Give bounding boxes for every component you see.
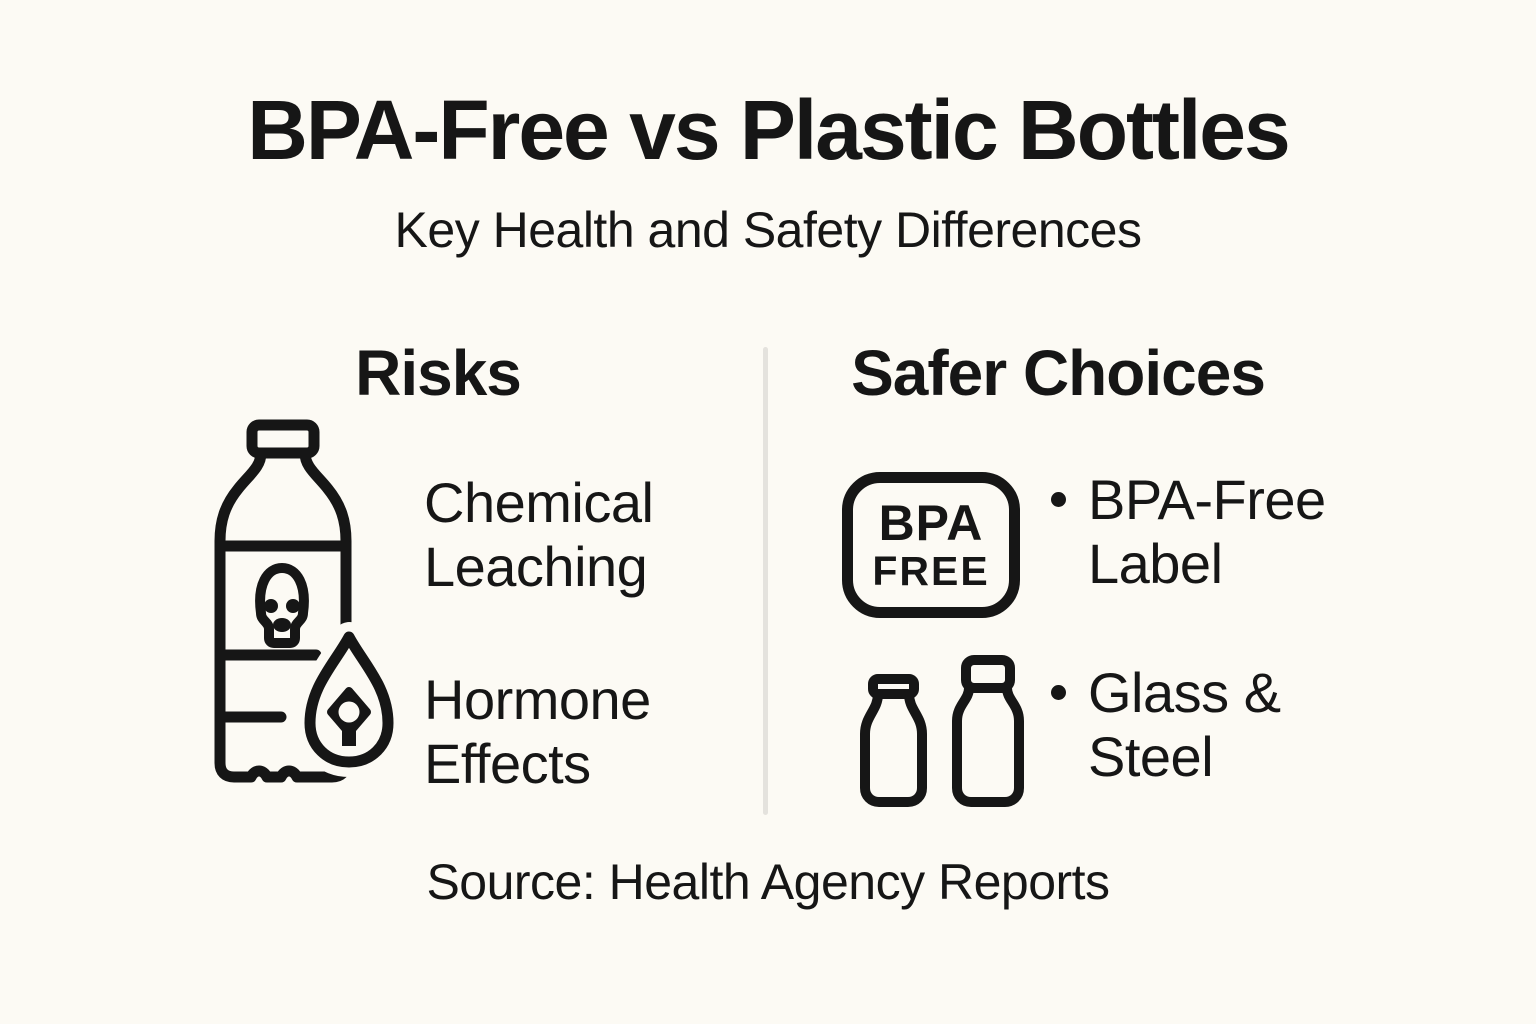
safer-item-label: BPA-Free Label	[1088, 468, 1326, 595]
risk-item-chemical-leaching: Chemical Leaching	[424, 471, 654, 598]
skull-icon	[255, 563, 309, 648]
safer-item-bpa-free-label: BPA-Free Label	[1051, 468, 1358, 596]
page-subtitle: Key Health and Safety Differences	[394, 202, 1142, 258]
bpa-free-badge-text-top: BPA	[878, 495, 984, 551]
column-divider	[763, 347, 768, 815]
plastic-bottle-hazard-icon	[211, 415, 401, 793]
risk-item-hormone-effects: Hormone Effects	[424, 668, 651, 795]
safer-choices-heading: Safer Choices	[851, 337, 1266, 409]
bpa-free-badge-text-bottom: FREE	[872, 548, 990, 594]
page-title: BPA-Free vs Plastic Bottles	[247, 83, 1291, 177]
safer-item-label: Glass & Steel	[1088, 661, 1281, 788]
droplet-icon	[295, 622, 401, 777]
risks-heading: Risks	[355, 337, 522, 409]
glass-steel-bottles-icon	[856, 653, 1024, 809]
risks-item-list: Chemical Leaching Hormone Effects	[424, 471, 704, 796]
bpa-free-badge-icon: BPA FREE	[842, 472, 1020, 618]
bullet-icon	[1051, 685, 1066, 700]
bullet-icon	[1051, 492, 1066, 507]
safer-item-glass-steel: Glass & Steel	[1051, 661, 1358, 789]
source-text: Source: Health Agency Reports	[426, 854, 1110, 910]
